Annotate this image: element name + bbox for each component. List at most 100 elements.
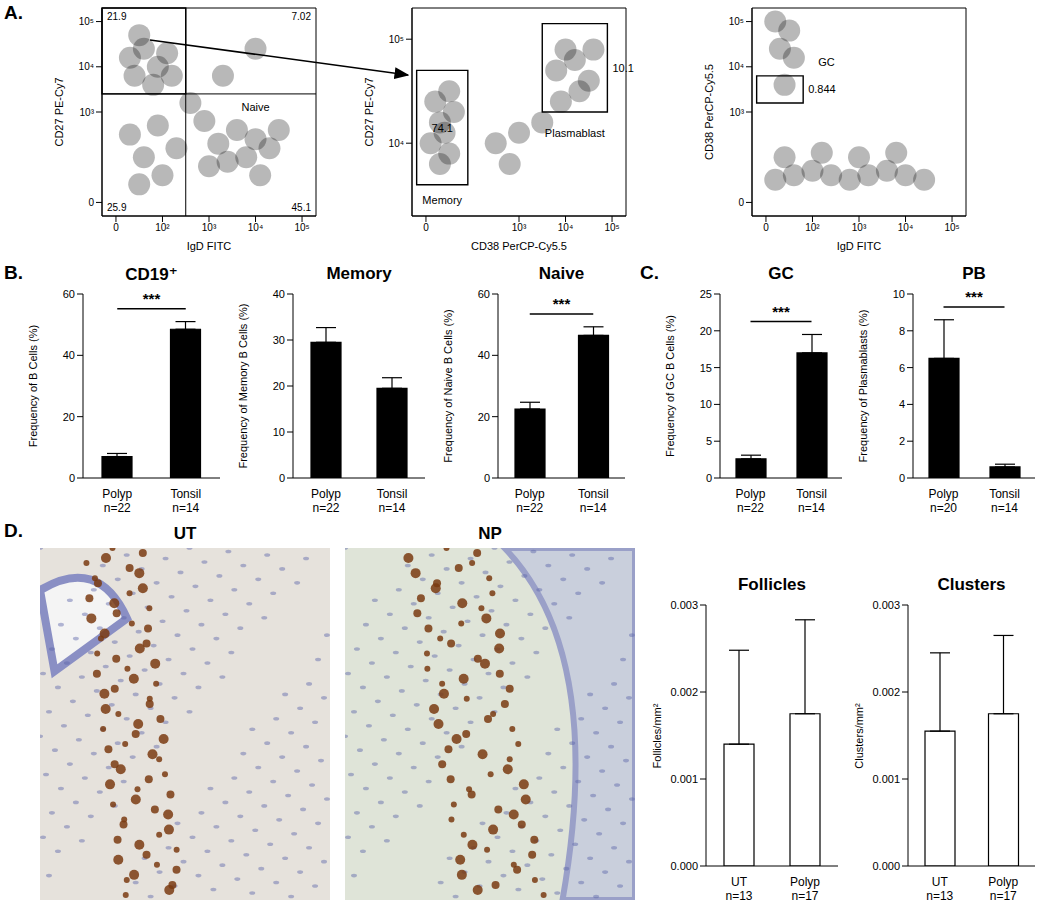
html-text:CD19⁺: CD19⁺ xyxy=(125,265,178,284)
svg-text:5: 5 xyxy=(706,435,712,447)
svg-text:0.844: 0.844 xyxy=(808,83,836,95)
svg-text:10³: 10³ xyxy=(730,107,745,118)
svg-text:7.02: 7.02 xyxy=(292,11,312,22)
html-text:D.: D. xyxy=(4,520,23,541)
svg-text:0.002: 0.002 xyxy=(872,686,900,698)
svg-text:10²: 10² xyxy=(155,222,170,233)
svg-text:0.000: 0.000 xyxy=(670,860,698,872)
svg-text:20: 20 xyxy=(700,325,712,337)
svg-text:Tonsiln=14: Tonsiln=14 xyxy=(796,487,827,514)
svg-text:10⁴: 10⁴ xyxy=(389,138,404,149)
svg-text:10²: 10² xyxy=(805,222,820,233)
svg-text:Tonsiln=14: Tonsiln=14 xyxy=(578,487,609,514)
svg-text:10⁵: 10⁵ xyxy=(294,222,309,233)
svg-text:10³: 10³ xyxy=(512,222,527,233)
svg-text:0.003: 0.003 xyxy=(872,599,900,611)
svg-text:10⁵: 10⁵ xyxy=(729,16,744,27)
html-text:NP: NP xyxy=(478,524,502,543)
svg-text:10: 10 xyxy=(700,398,712,410)
svg-text:***: *** xyxy=(965,288,983,305)
svg-text:0: 0 xyxy=(763,222,769,233)
svg-text:UTn=13: UTn=13 xyxy=(926,875,953,902)
svg-text:Memory: Memory xyxy=(422,194,462,206)
svg-text:10⁵: 10⁵ xyxy=(79,16,94,27)
html-text:A.: A. xyxy=(4,2,23,23)
svg-text:10⁴: 10⁴ xyxy=(558,222,573,233)
svg-text:20: 20 xyxy=(63,411,75,423)
svg-text:0.003: 0.003 xyxy=(670,599,698,611)
html-text:UT: UT xyxy=(173,524,197,543)
svg-text:***: *** xyxy=(553,295,571,312)
svg-text:0: 0 xyxy=(899,472,905,484)
svg-text:Polypn=20: Polypn=20 xyxy=(928,487,958,514)
html-text:Memory: Memory xyxy=(326,264,392,283)
svg-text:25.9: 25.9 xyxy=(107,202,127,213)
svg-text:Naive: Naive xyxy=(241,101,269,113)
svg-text:10.1: 10.1 xyxy=(612,62,633,74)
svg-text:0: 0 xyxy=(88,197,94,208)
html-text:GC: GC xyxy=(768,264,794,283)
svg-text:0: 0 xyxy=(484,472,490,484)
svg-text:0: 0 xyxy=(69,472,75,484)
svg-text:20: 20 xyxy=(273,380,285,392)
svg-text:25: 25 xyxy=(700,288,712,300)
svg-text:0: 0 xyxy=(279,472,285,484)
svg-text:6: 6 xyxy=(899,362,905,374)
svg-text:0: 0 xyxy=(738,197,744,208)
svg-text:10³: 10³ xyxy=(202,222,217,233)
svg-text:40: 40 xyxy=(273,288,285,300)
html-text:Naive: Naive xyxy=(538,264,585,283)
svg-text:45.1: 45.1 xyxy=(292,202,312,213)
html-text:Clusters: Clusters xyxy=(937,575,1006,594)
svg-text:***: *** xyxy=(772,303,790,320)
svg-text:0: 0 xyxy=(706,472,712,484)
svg-text:15: 15 xyxy=(700,362,712,374)
html-text:CD27 PE-Cy7: CD27 PE-Cy7 xyxy=(53,77,65,147)
svg-text:10: 10 xyxy=(893,288,905,300)
html-text:B.: B. xyxy=(4,262,23,283)
svg-text:10⁴: 10⁴ xyxy=(729,61,744,72)
svg-text:21.9: 21.9 xyxy=(107,11,127,22)
svg-text:***: *** xyxy=(143,290,161,307)
svg-text:0.000: 0.000 xyxy=(872,860,900,872)
svg-text:Plasmablast: Plasmablast xyxy=(545,127,605,139)
svg-text:Tonsiln=14: Tonsiln=14 xyxy=(170,487,201,514)
html-text:PB: PB xyxy=(962,264,986,283)
svg-text:40: 40 xyxy=(63,349,75,361)
svg-text:0: 0 xyxy=(423,222,429,233)
svg-text:10⁵: 10⁵ xyxy=(389,34,404,45)
svg-text:UTn=13: UTn=13 xyxy=(725,875,752,902)
svg-text:0: 0 xyxy=(113,222,119,233)
svg-text:0.001: 0.001 xyxy=(670,773,698,785)
svg-text:8: 8 xyxy=(899,325,905,337)
svg-text:10⁵: 10⁵ xyxy=(944,222,959,233)
svg-text:Polypn=22: Polypn=22 xyxy=(515,487,545,514)
svg-text:40: 40 xyxy=(478,349,490,361)
svg-text:10⁴: 10⁴ xyxy=(898,222,913,233)
svg-text:30: 30 xyxy=(273,334,285,346)
svg-text:20: 20 xyxy=(478,411,490,423)
svg-text:10³: 10³ xyxy=(80,107,95,118)
svg-text:4: 4 xyxy=(899,398,905,410)
svg-text:0.001: 0.001 xyxy=(872,773,900,785)
svg-text:10⁵: 10⁵ xyxy=(604,222,619,233)
svg-text:10⁴: 10⁴ xyxy=(79,61,94,72)
svg-text:Polypn=17: Polypn=17 xyxy=(988,875,1018,902)
svg-text:Polypn=17: Polypn=17 xyxy=(790,875,820,902)
svg-text:60: 60 xyxy=(478,288,490,300)
svg-text:74.1: 74.1 xyxy=(432,122,453,134)
html-text:C.: C. xyxy=(640,262,659,283)
svg-text:10⁴: 10⁴ xyxy=(248,222,263,233)
svg-text:GC: GC xyxy=(818,56,835,68)
svg-text:Polypn=22: Polypn=22 xyxy=(735,487,765,514)
svg-text:10³: 10³ xyxy=(852,222,867,233)
svg-text:10: 10 xyxy=(273,426,285,438)
svg-text:60: 60 xyxy=(63,288,75,300)
svg-text:Tonsiln=14: Tonsiln=14 xyxy=(377,487,408,514)
svg-text:2: 2 xyxy=(899,435,905,447)
svg-text:Polypn=22: Polypn=22 xyxy=(311,487,341,514)
svg-text:0.002: 0.002 xyxy=(670,686,698,698)
svg-text:Tonsiln=14: Tonsiln=14 xyxy=(989,487,1020,514)
svg-text:Polypn=22: Polypn=22 xyxy=(102,487,132,514)
html-text:Follicles: Follicles xyxy=(738,575,806,594)
